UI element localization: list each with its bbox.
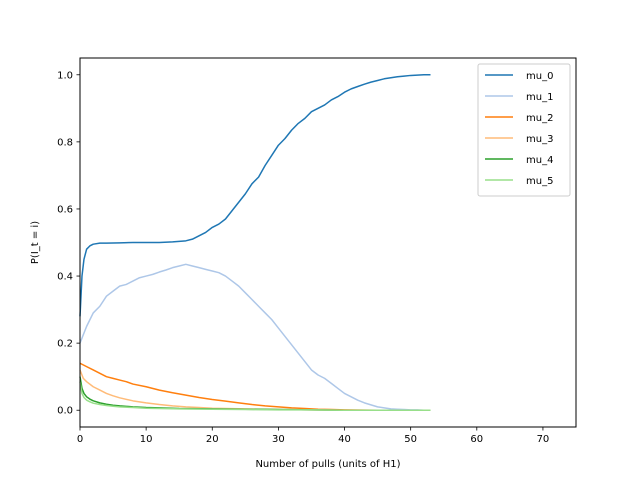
y-tick-label: 1.0 <box>57 70 73 81</box>
x-tick-label: 0 <box>77 434 83 445</box>
x-tick-label: 40 <box>338 434 351 445</box>
y-tick-label: 0.8 <box>57 137 73 148</box>
x-tick-label: 30 <box>272 434 285 445</box>
y-tick-label: 0.2 <box>57 339 73 350</box>
legend-label: mu_1 <box>526 92 553 103</box>
legend-label: mu_2 <box>526 113 553 124</box>
y-tick-label: 0.4 <box>57 272 73 283</box>
x-axis: 0 10 20 30 40 50 60 70 <box>77 427 549 445</box>
legend-label: mu_3 <box>526 134 553 145</box>
x-tick-label: 60 <box>470 434 483 445</box>
legend-label: mu_0 <box>526 71 553 82</box>
y-tick-label: 0.6 <box>57 204 73 215</box>
legend: mu_0 mu_1 mu_2 mu_3 mu_4 mu_5 <box>477 63 571 197</box>
legend-label: mu_4 <box>526 155 553 166</box>
y-tick-label: 0.0 <box>57 406 73 417</box>
series-line-mu-1 <box>79 263 431 411</box>
x-tick-label: 50 <box>404 434 417 445</box>
legend-box <box>477 63 571 197</box>
legend-label: mu_5 <box>526 176 553 187</box>
x-tick-label: 70 <box>537 434 550 445</box>
plot-frame <box>79 57 577 428</box>
series-line-mu-5 <box>79 381 431 411</box>
x-tick-label: 20 <box>206 434 219 445</box>
x-tick-label: 10 <box>140 434 153 445</box>
y-axis: 0.0 0.2 0.4 0.6 0.8 1.0 <box>57 70 80 417</box>
x-axis-label: Number of pulls (units of H1) <box>255 459 400 470</box>
y-axis-label: P(I_t = i) <box>30 221 41 264</box>
series-line-mu-0 <box>79 74 431 317</box>
plot-lines <box>79 74 431 411</box>
